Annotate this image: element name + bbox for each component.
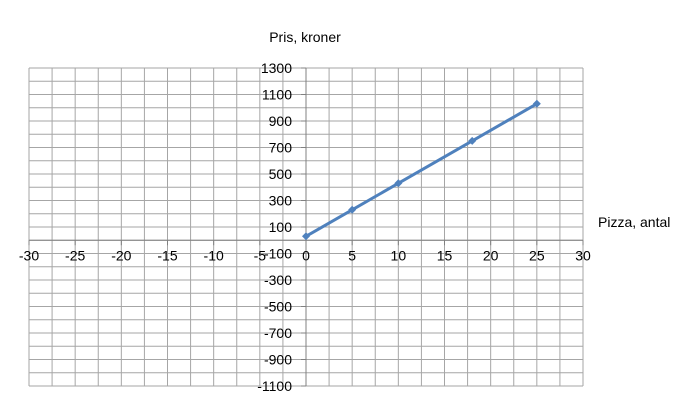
data-series [302,99,541,241]
y-tick-label: -1100 [257,378,292,394]
x-tick-label: 20 [483,247,499,263]
y-tick-label: -500 [264,299,292,315]
x-tick-label: -30 [19,247,39,263]
x-tick-label: 0 [302,247,310,263]
y-tick-label: -100 [264,246,292,262]
y-axis-title: Pris, kroner [269,29,341,45]
x-tick-label: -10 [204,247,224,263]
y-tick-labels: -1100 -900 -700 -500 -300 -100 100 300 500 700 900… [257,60,292,394]
y-tick-label: -900 [264,352,292,368]
x-tick-label: 15 [437,247,453,263]
y-tick-label: 500 [269,166,293,182]
y-tick-label: 100 [269,219,293,235]
x-tick-label: 10 [391,247,407,263]
y-tick-label: -300 [264,272,292,288]
y-tick-label: 700 [269,140,293,156]
x-tick-label: 25 [529,247,545,263]
y-tick-label: -700 [264,325,292,341]
y-tick-label: 1100 [262,87,292,103]
x-tick-label: -25 [65,247,85,263]
x-tick-labels: -30 -25 -20 -15 -10 -5 0 5 10 15 20 25 30 [19,247,591,263]
x-tick-label: 5 [348,247,356,263]
y-tick-label: 300 [269,193,293,209]
data-point [394,179,403,188]
x-tick-label: -20 [111,247,131,263]
y-tick-label: 900 [269,113,293,129]
x-tick-label: -15 [157,247,177,263]
data-point [302,232,310,241]
x-axis-title: Pizza, antal [598,214,670,230]
x-tick-label: -5 [254,247,267,263]
data-point [468,136,477,145]
data-point [348,205,357,214]
y-tick-label: 1300 [261,60,292,76]
data-point [532,99,541,108]
x-tick-label: 30 [575,247,591,263]
